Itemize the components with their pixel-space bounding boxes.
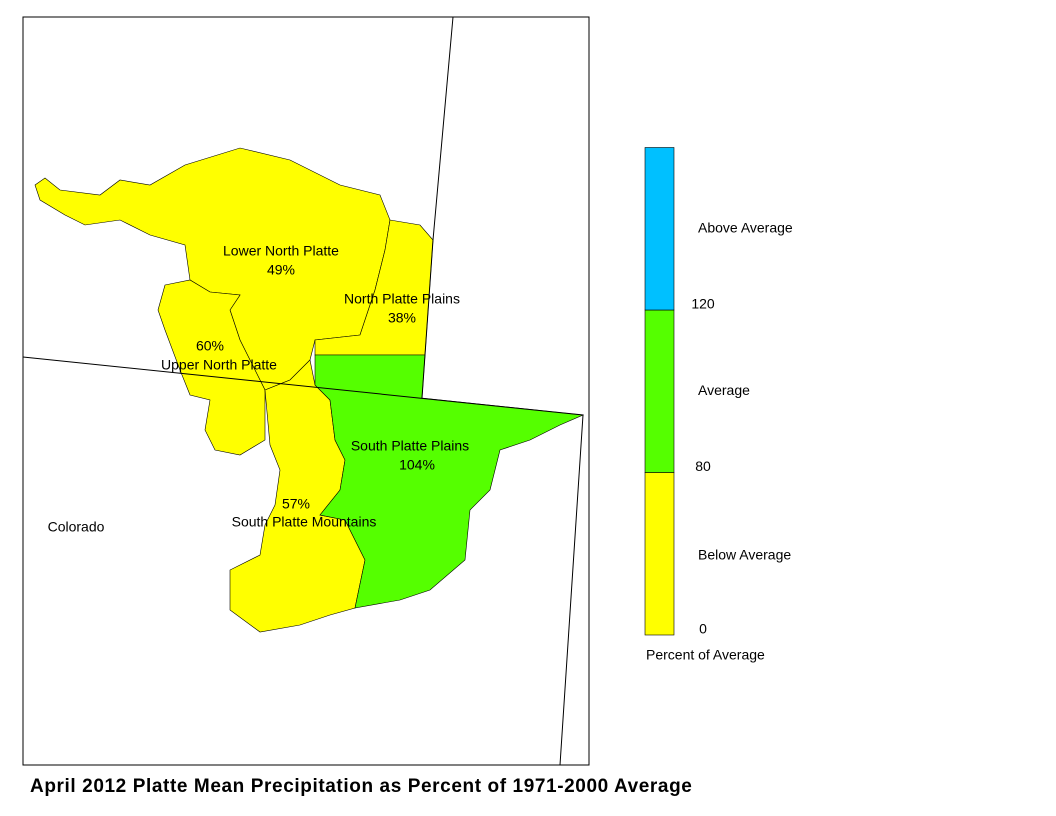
legend-tick-label: 120 bbox=[691, 296, 715, 312]
legend-title: Percent of Average bbox=[646, 647, 765, 663]
legend-tick-label: 80 bbox=[695, 458, 711, 474]
legend-swatch bbox=[644, 147, 675, 311]
region-name: North Platte Plains bbox=[344, 291, 460, 307]
legend: Below Average Average Above Average 0 80 120 P… bbox=[644, 147, 793, 663]
state-label: Colorado bbox=[48, 519, 105, 535]
state-line bbox=[421, 16, 454, 399]
region bbox=[314, 219, 434, 356]
region-value: 38% bbox=[388, 310, 416, 326]
state-line bbox=[22, 356, 584, 766]
region-name: South Platte Plains bbox=[351, 438, 469, 454]
region-value: 104% bbox=[399, 457, 435, 473]
regions: Lower North Platte 49% North Platte Plains… bbox=[34, 147, 585, 633]
region bbox=[314, 354, 585, 609]
legend-swatch bbox=[644, 472, 675, 636]
legend-tick-label: 0 bbox=[699, 621, 707, 637]
legend-class: Below Average bbox=[698, 546, 791, 562]
region bbox=[157, 279, 266, 456]
region-value: 49% bbox=[267, 262, 295, 278]
region-name: South Platte Mountains bbox=[232, 514, 377, 530]
region-name: Lower North Platte bbox=[223, 243, 339, 259]
legend-swatch bbox=[644, 309, 675, 473]
region-name: Upper North Platte bbox=[161, 357, 277, 373]
map-title: April 2012 Platte Mean Precipitation as … bbox=[30, 776, 692, 797]
legend-class: Above Average bbox=[698, 219, 793, 235]
legend-class: Average bbox=[698, 382, 750, 398]
region-value: 60% bbox=[196, 338, 224, 354]
region-value: 57% bbox=[282, 496, 310, 512]
